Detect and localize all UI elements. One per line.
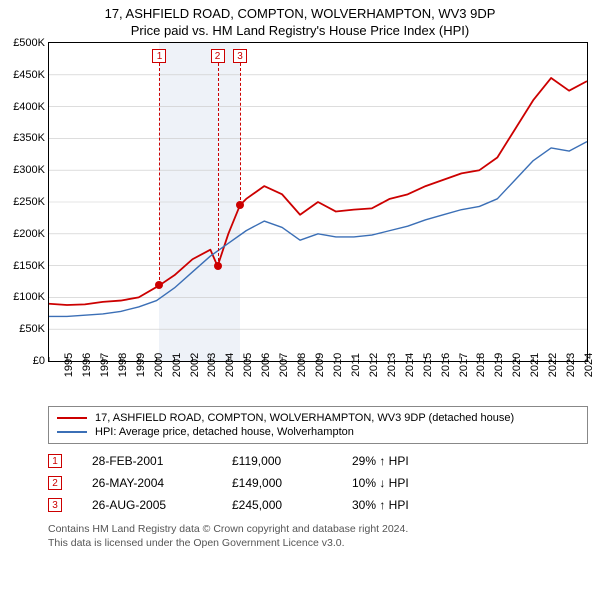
series-subject — [49, 78, 587, 305]
sales-marker-icon: 1 — [48, 454, 62, 468]
chart-svg — [49, 43, 587, 361]
sale-marker-line — [218, 63, 219, 266]
sale-marker-dot — [214, 262, 222, 270]
sale-marker-dot — [236, 201, 244, 209]
sales-date: 26-AUG-2005 — [92, 498, 202, 512]
y-tick-label: £450K — [13, 69, 45, 81]
y-tick-label: £50K — [19, 323, 45, 335]
sales-date: 28-FEB-2001 — [92, 454, 202, 468]
chart-container: 17, ASHFIELD ROAD, COMPTON, WOLVERHAMPTO… — [0, 0, 600, 550]
chart-legend: 17, ASHFIELD ROAD, COMPTON, WOLVERHAMPTO… — [48, 406, 588, 444]
legend-swatch — [57, 417, 87, 419]
legend-row: HPI: Average price, detached house, Wolv… — [57, 425, 579, 439]
sales-row: 3 26-AUG-2005 £245,000 30% ↑ HPI — [48, 494, 588, 516]
series-hpi — [49, 142, 587, 317]
sales-table: 1 28-FEB-2001 £119,000 29% ↑ HPI 2 26-MAY-200… — [48, 450, 588, 516]
title-subtitle: Price paid vs. HM Land Registry's House … — [0, 23, 600, 38]
chart-title-block: 17, ASHFIELD ROAD, COMPTON, WOLVERHAMPTO… — [0, 0, 600, 42]
sales-date: 26-MAY-2004 — [92, 476, 202, 490]
y-tick-label: £0 — [33, 355, 45, 367]
line-chart: £0£50K£100K£150K£200K£250K£300K£350K£400… — [48, 42, 588, 362]
sale-marker-box: 3 — [233, 49, 247, 63]
footer-licence: This data is licensed under the Open Gov… — [48, 536, 588, 550]
sale-marker-box: 2 — [211, 49, 225, 63]
sales-delta: 10% ↓ HPI — [352, 476, 472, 490]
sales-delta: 30% ↑ HPI — [352, 498, 472, 512]
sales-price: £149,000 — [232, 476, 322, 490]
sales-delta: 29% ↑ HPI — [352, 454, 472, 468]
y-tick-label: £400K — [13, 101, 45, 113]
legend-label: HPI: Average price, detached house, Wolv… — [95, 426, 354, 438]
sales-price: £245,000 — [232, 498, 322, 512]
sales-marker-icon: 3 — [48, 498, 62, 512]
footer-copyright: Contains HM Land Registry data © Crown c… — [48, 522, 588, 536]
y-tick-label: £250K — [13, 196, 45, 208]
y-tick-label: £100K — [13, 291, 45, 303]
legend-swatch — [57, 431, 87, 433]
y-tick-label: £300K — [13, 164, 45, 176]
title-address: 17, ASHFIELD ROAD, COMPTON, WOLVERHAMPTO… — [0, 6, 600, 21]
y-tick-label: £200K — [13, 228, 45, 240]
sale-marker-box: 1 — [152, 49, 166, 63]
sales-marker-icon: 2 — [48, 476, 62, 490]
legend-label: 17, ASHFIELD ROAD, COMPTON, WOLVERHAMPTO… — [95, 412, 514, 424]
sales-price: £119,000 — [232, 454, 322, 468]
sale-marker-line — [240, 63, 241, 205]
y-tick-label: £150K — [13, 260, 45, 272]
sale-marker-line — [159, 63, 160, 285]
sale-marker-dot — [155, 281, 163, 289]
sales-row: 1 28-FEB-2001 £119,000 29% ↑ HPI — [48, 450, 588, 472]
chart-footer: Contains HM Land Registry data © Crown c… — [48, 522, 588, 550]
y-tick-label: £500K — [13, 37, 45, 49]
y-tick-label: £350K — [13, 132, 45, 144]
sales-row: 2 26-MAY-2004 £149,000 10% ↓ HPI — [48, 472, 588, 494]
legend-row: 17, ASHFIELD ROAD, COMPTON, WOLVERHAMPTO… — [57, 411, 579, 425]
x-tick-label: 2025 — [587, 353, 600, 377]
